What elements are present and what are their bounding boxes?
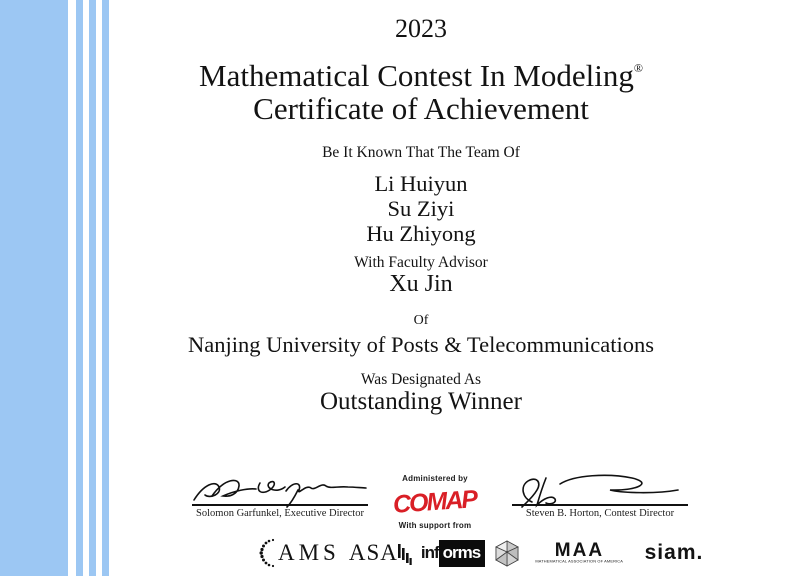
left-stripe-thin-1 <box>76 0 83 576</box>
ams-logo: AMS <box>258 538 340 568</box>
informs-logo: inf orms <box>420 539 486 567</box>
asa-bars-icon <box>397 544 412 565</box>
faculty-advisor-name: Xu Jin <box>389 271 453 297</box>
contest-director-signature-line <box>512 504 688 506</box>
contest-title-text: Mathematical Contest In Modeling <box>199 58 634 93</box>
ams-label: AMS <box>278 540 340 565</box>
maa-text-column: MAA MATHEMATICAL ASSOCIATION OF AMERICA <box>523 539 635 565</box>
certificate-subtitle: Certificate of Achievement <box>253 91 589 126</box>
informs-prefix-label: inf <box>420 543 440 562</box>
team-member-3: Hu Zhiyong <box>366 221 476 246</box>
asa-logo: ASA <box>349 540 412 566</box>
with-support-from-label: With support from <box>398 521 472 530</box>
team-member-1: Li Huiyun <box>374 171 468 196</box>
left-stripe-wide <box>0 0 68 576</box>
team-member-2: Su Ziyi <box>387 196 455 221</box>
team-member-list: Li Huiyun Su Ziyi Hu Zhiyong <box>119 171 723 246</box>
institution-name: Nanjing University of Posts & Telecommun… <box>187 332 655 357</box>
certificate-body: 2023 Mathematical Contest In Modeling® C… <box>119 0 723 576</box>
maa-polyhedron-icon <box>495 539 520 567</box>
executive-director-signature-icon <box>193 479 367 508</box>
contest-director-signature-block: Steven B. Horton, Contest Director <box>505 472 695 520</box>
sponsor-logo-row: AMS ASA inf orms <box>258 537 702 569</box>
maa-logo: MAA MATHEMATICAL ASSOCIATION OF AMERICA <box>494 539 635 567</box>
faculty-advisor-label: With Faculty Advisor <box>354 254 488 271</box>
designation-value: Outstanding Winner <box>320 388 522 415</box>
team-intro-label: Be It Known That The Team Of <box>322 144 520 161</box>
comap-logo: COMAP <box>392 485 478 519</box>
siam-logo: siam. <box>645 541 704 565</box>
left-stripe-thin-2 <box>89 0 96 576</box>
executive-director-signature-line <box>192 504 368 506</box>
informs-boxed-label: orms <box>438 539 486 567</box>
comap-block: Administered by COMAP With support from <box>385 474 485 531</box>
administered-by-label: Administered by <box>402 474 468 483</box>
of-label: Of <box>413 313 429 328</box>
contest-year: 2023 <box>395 14 447 43</box>
contest-title: Mathematical Contest In Modeling® <box>119 49 723 95</box>
registered-trademark-symbol: ® <box>633 61 643 75</box>
maa-label: MAA <box>554 539 605 561</box>
left-stripe-thin-3 <box>102 0 109 576</box>
contest-director-name: Steven B. Horton, Contest Director <box>525 508 675 519</box>
maa-caption: MATHEMATICAL ASSOCIATION OF AMERICA <box>535 558 624 564</box>
asa-label: ASA <box>348 540 398 565</box>
executive-director-signature-block: Solomon Garfunkel, Executive Director <box>185 474 375 520</box>
designation-label: Was Designated As <box>360 371 482 388</box>
executive-director-name: Solomon Garfunkel, Executive Director <box>196 508 364 519</box>
siam-label: siam. <box>644 541 704 564</box>
contest-director-signature-icon <box>521 474 679 508</box>
ams-arc-icon <box>259 538 275 568</box>
